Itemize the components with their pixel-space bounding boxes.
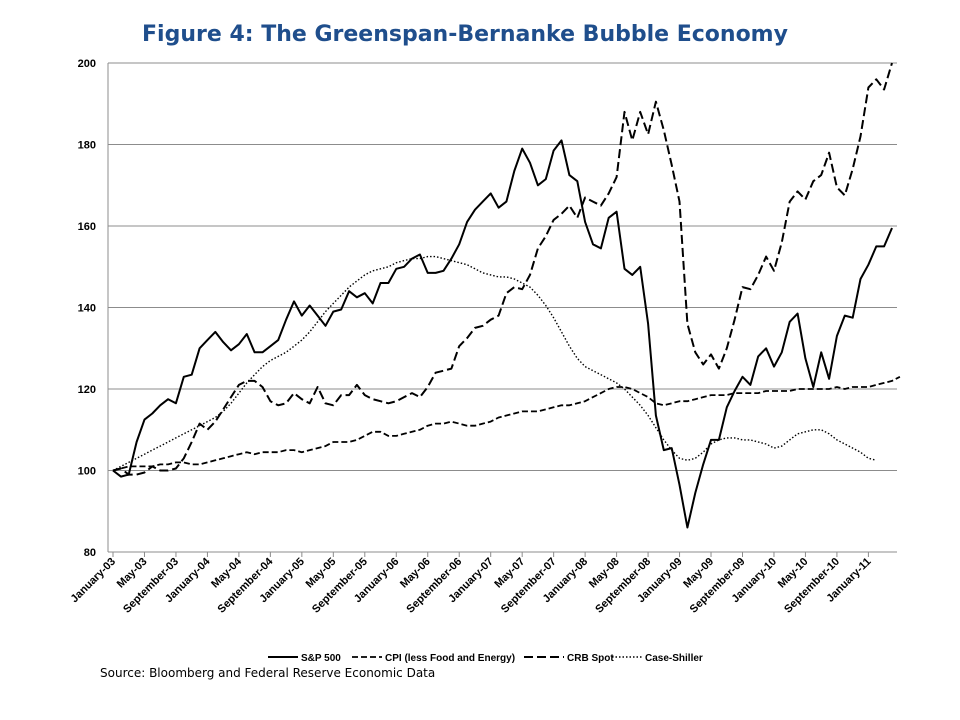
x-tick-label: September-05 bbox=[310, 556, 370, 616]
x-tick-label: January-03 bbox=[69, 556, 119, 606]
series-line-case-shiller bbox=[112, 255, 877, 472]
chart-title: Figure 4: The Greenspan-Bernanke Bubble … bbox=[142, 22, 788, 47]
y-tick-label: 80 bbox=[84, 547, 96, 559]
y-tick-label: 200 bbox=[78, 58, 96, 70]
x-tick-label: September-10 bbox=[782, 556, 842, 616]
x-tick-label: September-06 bbox=[404, 556, 464, 616]
axes: 80100120140160180200January-03May-03Sept… bbox=[69, 58, 897, 616]
x-tick-label: September-03 bbox=[121, 556, 181, 616]
legend-label: Case-Shiller bbox=[645, 653, 703, 664]
gridlines bbox=[108, 62, 897, 553]
y-tick-label: 180 bbox=[78, 140, 96, 152]
series-line-cpi-less-food-and-energy bbox=[112, 376, 901, 472]
y-tick-label: 160 bbox=[78, 221, 96, 233]
x-tick-label: September-07 bbox=[499, 556, 559, 616]
y-tick-label: 120 bbox=[78, 384, 96, 396]
series-line-s-p-500 bbox=[112, 139, 893, 529]
x-tick-label: September-09 bbox=[688, 556, 748, 616]
legend-label: CRB Spot bbox=[567, 653, 614, 664]
y-tick-label: 140 bbox=[78, 303, 96, 315]
legend-label: S&P 500 bbox=[301, 653, 341, 664]
legend-label: CPI (less Food and Energy) bbox=[385, 653, 515, 664]
x-tick-label: September-04 bbox=[216, 555, 277, 616]
y-tick-label: 100 bbox=[78, 466, 96, 478]
source-note: Source: Bloomberg and Federal Reserve Ec… bbox=[100, 666, 436, 680]
series-lines bbox=[112, 62, 901, 529]
x-tick-label: September-08 bbox=[593, 556, 653, 616]
series-line-crb-spot bbox=[112, 62, 893, 476]
legend: S&P 500 CPI (less Food and Energy) CRB Spo… bbox=[268, 653, 703, 664]
